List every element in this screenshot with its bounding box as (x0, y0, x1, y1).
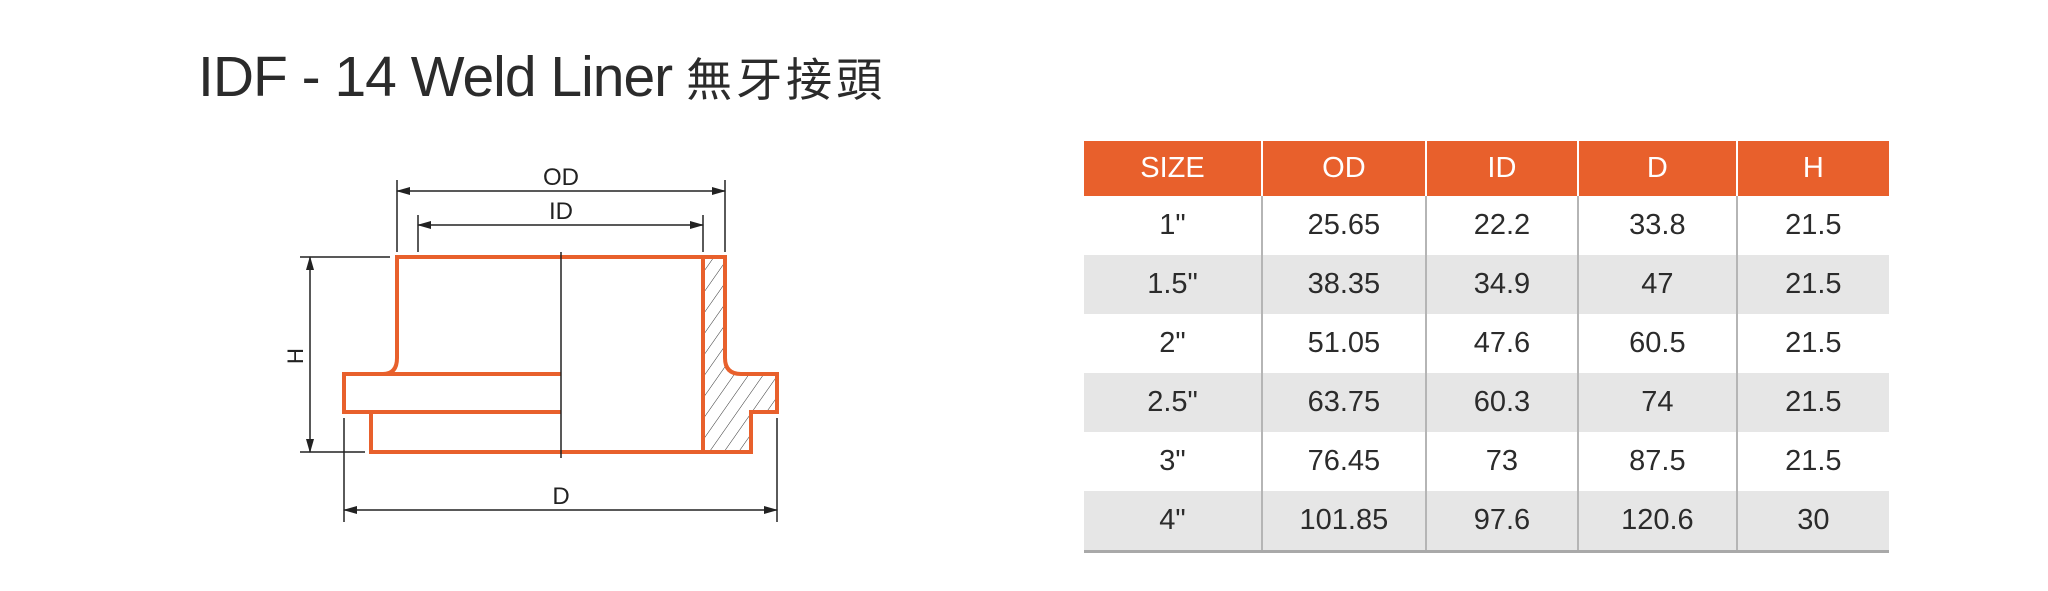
cell-od: 63.75 (1261, 373, 1426, 432)
hatched-section (703, 257, 777, 452)
table-row: 2" 51.05 47.6 60.5 21.5 (1084, 314, 1889, 373)
cell-d: 60.5 (1577, 314, 1737, 373)
table-row: 2.5" 63.75 60.3 74 21.5 (1084, 373, 1889, 432)
cell-id: 34.9 (1424, 255, 1579, 314)
d-label: D (552, 483, 569, 510)
cell-h: 30 (1735, 491, 1889, 553)
cell-od: 38.35 (1261, 255, 1426, 314)
cell-id: 73 (1424, 432, 1579, 491)
cell-d: 47 (1577, 255, 1737, 314)
cell-size: 4" (1084, 491, 1263, 553)
cell-h: 21.5 (1735, 314, 1889, 373)
header-h: H (1735, 141, 1889, 196)
cell-h: 21.5 (1735, 255, 1889, 314)
header-d: D (1577, 141, 1737, 196)
table-row: 4" 101.85 97.6 120.6 30 (1084, 491, 1889, 553)
cell-h: 21.5 (1735, 196, 1889, 255)
header-size: SIZE (1084, 141, 1263, 196)
table-row: 3" 76.45 73 87.5 21.5 (1084, 432, 1889, 491)
cell-od: 51.05 (1261, 314, 1426, 373)
header-id: ID (1424, 141, 1579, 196)
cell-id: 47.6 (1424, 314, 1579, 373)
spec-table: SIZE OD ID D H 1" 25.65 22.2 33.8 21.5 1.5" 38… (1084, 141, 1889, 553)
table-row: 1" 25.65 22.2 33.8 21.5 (1084, 196, 1889, 255)
header-od: OD (1261, 141, 1426, 196)
h-label: H (283, 348, 308, 364)
cell-h: 21.5 (1735, 373, 1889, 432)
od-label: OD (543, 164, 579, 191)
cell-d: 74 (1577, 373, 1737, 432)
cell-id: 22.2 (1424, 196, 1579, 255)
cell-d: 33.8 (1577, 196, 1737, 255)
cell-size: 1.5" (1084, 255, 1263, 314)
weld-liner-diagram: OD ID H D (283, 164, 779, 522)
cell-h: 21.5 (1735, 432, 1889, 491)
id-label: ID (549, 198, 573, 225)
page-title: IDF - 14 Weld Liner 無牙接頭 (198, 44, 886, 110)
cell-od: 101.85 (1261, 491, 1426, 553)
cell-size: 3" (1159, 445, 1186, 477)
cell-size: 1" (1159, 209, 1186, 241)
cell-size: 2" (1159, 327, 1186, 359)
cell-od: 25.65 (1261, 196, 1426, 255)
title-chinese: 無牙接頭 (686, 53, 887, 107)
part-outline (342, 255, 779, 454)
cell-d: 87.5 (1577, 432, 1737, 491)
cell-size: 2.5" (1084, 373, 1263, 432)
table-header-row: SIZE OD ID D H (1084, 141, 1889, 196)
cell-id: 60.3 (1424, 373, 1579, 432)
table-row: 1.5" 38.35 34.9 47 21.5 (1084, 255, 1889, 314)
cell-d: 120.6 (1577, 491, 1737, 553)
cell-od: 76.45 (1261, 432, 1426, 491)
cell-id: 97.6 (1424, 491, 1579, 553)
title-main: IDF - 14 Weld Liner (198, 45, 673, 109)
